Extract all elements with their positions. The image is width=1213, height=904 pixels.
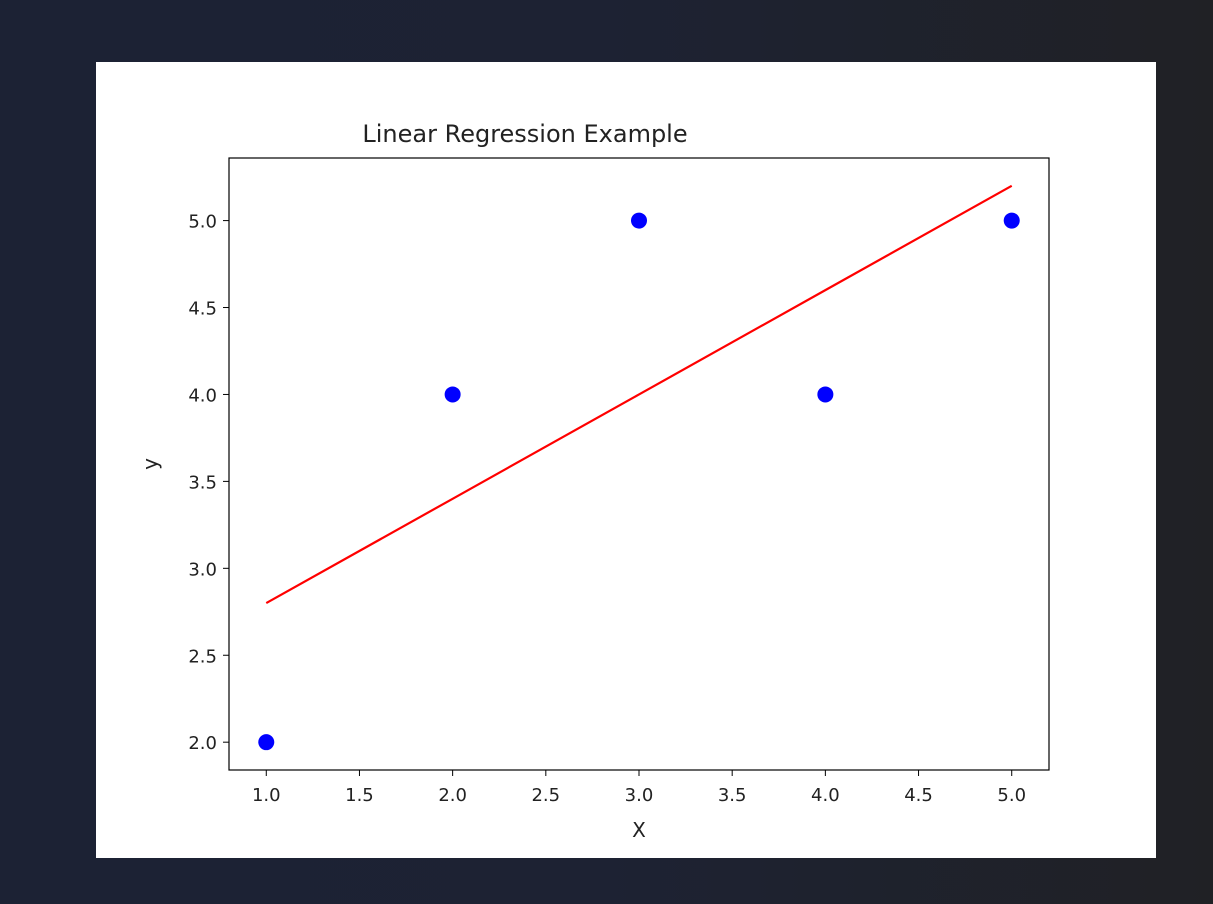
linear-regression-chart: Linear Regression Example 1.0 1.5 2.0 2.5 3.… bbox=[138, 120, 1050, 842]
scatter-point bbox=[258, 734, 275, 751]
x-tick-label: 5.0 bbox=[997, 785, 1026, 806]
scatter-point bbox=[817, 386, 834, 403]
x-tick-label: 3.0 bbox=[625, 785, 654, 806]
axis-ticks: 1.0 1.5 2.0 2.5 3.0 3.5 4.0 4.5 5.0 2.0 2.5 3.0 3.5 4… bbox=[188, 212, 1026, 806]
scatter-point bbox=[631, 212, 647, 229]
x-tick-label: 2.0 bbox=[438, 785, 467, 806]
plot-marks bbox=[258, 184, 1020, 751]
x-tick-label: 2.5 bbox=[531, 785, 560, 806]
x-tick-label: 4.5 bbox=[904, 785, 933, 806]
chart-title: Linear Regression Example bbox=[362, 120, 687, 148]
scatter-point bbox=[1003, 212, 1020, 229]
x-axis-label: X bbox=[632, 818, 646, 842]
y-tick-label: 5.0 bbox=[188, 212, 217, 233]
y-tick-label: 3.5 bbox=[188, 472, 217, 493]
plot-frame bbox=[228, 157, 1050, 771]
figure-canvas: Linear Regression Example 1.0 1.5 2.0 2.5 3.… bbox=[96, 62, 1156, 858]
y-tick-label: 4.5 bbox=[188, 299, 217, 320]
regression-line bbox=[265, 184, 1013, 605]
y-tick-label: 2.0 bbox=[188, 733, 217, 754]
x-tick-label: 1.5 bbox=[345, 785, 374, 806]
x-tick-label: 4.0 bbox=[811, 785, 840, 806]
y-tick-label: 2.5 bbox=[188, 646, 217, 667]
y-axis-label: y bbox=[138, 458, 162, 470]
y-tick-label: 4.0 bbox=[188, 385, 217, 406]
scatter-point bbox=[444, 386, 461, 403]
x-tick-label: 3.5 bbox=[718, 785, 747, 806]
x-tick-label: 1.0 bbox=[252, 785, 281, 806]
y-tick-label: 3.0 bbox=[188, 559, 217, 580]
